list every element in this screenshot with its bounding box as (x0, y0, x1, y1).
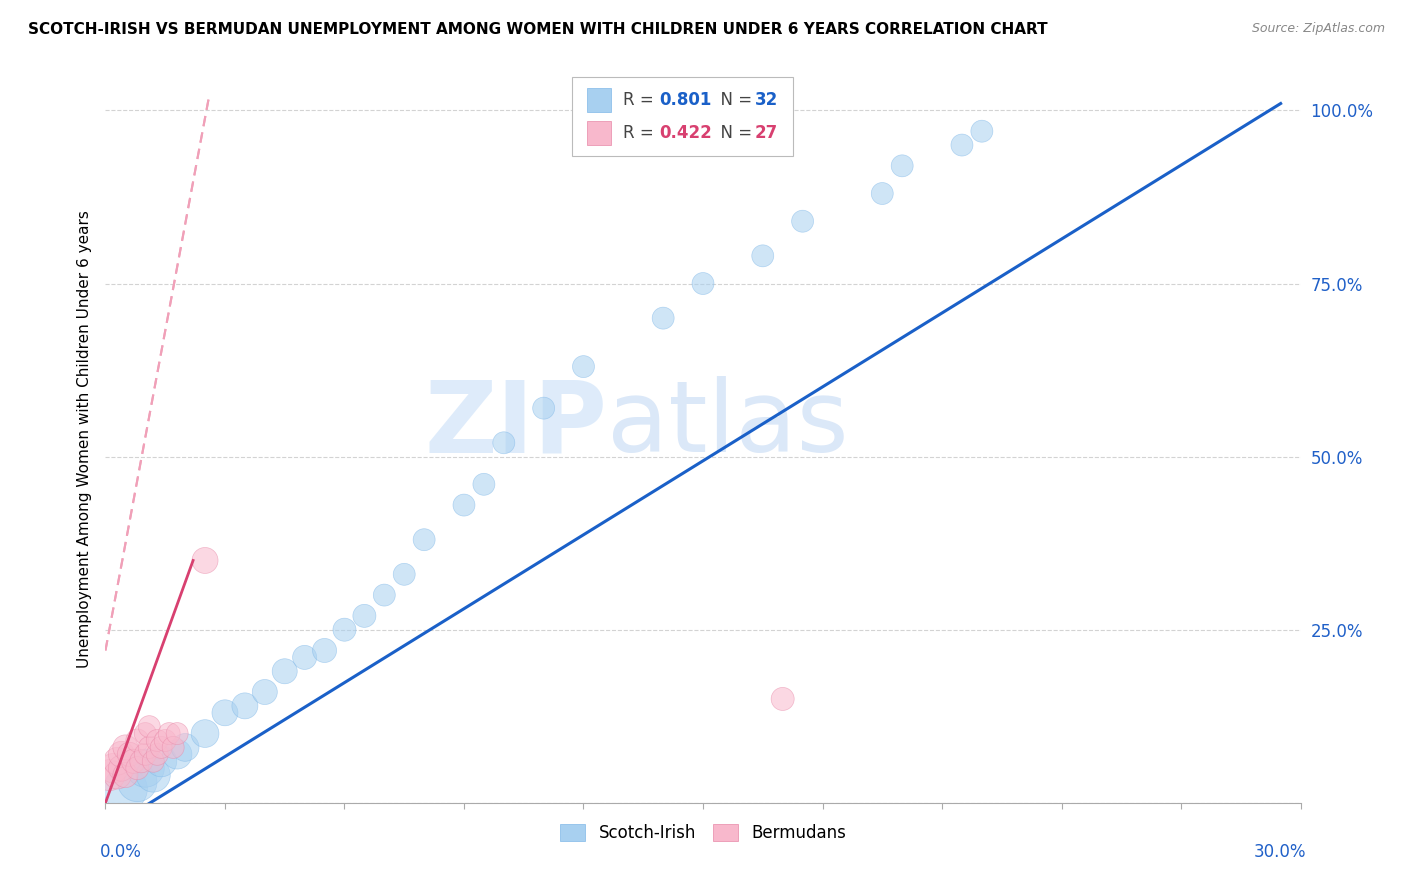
Point (233, 698, 256, 713)
Point (652, 311, 675, 326)
Point (127, 733, 149, 747)
Text: N =: N = (710, 124, 758, 142)
FancyBboxPatch shape (571, 78, 793, 156)
Point (142, 768, 165, 782)
FancyBboxPatch shape (588, 88, 612, 112)
Point (134, 761, 156, 775)
Text: 32: 32 (755, 91, 778, 109)
Point (174, 740, 197, 755)
Point (98, 768, 121, 782)
Point (572, 359, 595, 374)
Point (114, 740, 136, 755)
Point (138, 740, 160, 755)
FancyBboxPatch shape (588, 121, 612, 145)
Text: SCOTCH-IRISH VS BERMUDAN UNEMPLOYMENT AMONG WOMEN WITH CHILDREN UNDER 6 YEARS CO: SCOTCH-IRISH VS BERMUDAN UNEMPLOYMENT AM… (28, 22, 1047, 37)
Point (166, 747, 188, 762)
Point (792, 214, 814, 228)
Point (146, 747, 169, 762)
Point (453, 498, 475, 512)
Point (157, 726, 180, 740)
Point (127, 775, 149, 789)
Point (114, 768, 136, 782)
Point (150, 754, 173, 768)
Point (129, 754, 153, 768)
Text: N =: N = (710, 91, 758, 109)
Point (970, 124, 993, 138)
Point (122, 754, 145, 768)
Point (194, 726, 217, 740)
Point (314, 643, 336, 657)
Text: atlas: atlas (607, 376, 849, 474)
Point (107, 768, 129, 782)
Point (153, 733, 177, 747)
Point (413, 533, 436, 547)
Text: ZIP: ZIP (425, 376, 607, 474)
Text: 0.422: 0.422 (659, 124, 711, 142)
Text: R =: R = (623, 91, 659, 109)
Point (134, 726, 156, 740)
Point (214, 706, 236, 720)
Point (114, 781, 136, 796)
Point (373, 588, 395, 602)
Point (253, 685, 276, 699)
Point (891, 159, 914, 173)
Point (138, 720, 160, 734)
Text: 30.0%: 30.0% (1254, 843, 1306, 861)
Point (110, 747, 132, 762)
Text: 0.0%: 0.0% (100, 843, 142, 861)
Point (772, 692, 794, 706)
Point (194, 553, 217, 567)
Point (107, 754, 129, 768)
Point (353, 608, 375, 623)
Point (533, 401, 555, 416)
Point (472, 477, 495, 491)
Point (333, 623, 356, 637)
Point (273, 665, 295, 679)
Point (751, 249, 773, 263)
Point (872, 186, 894, 201)
Point (166, 726, 188, 740)
Point (134, 747, 156, 762)
Point (127, 761, 149, 775)
Point (950, 138, 973, 153)
Point (103, 761, 125, 775)
Point (142, 754, 165, 768)
Point (110, 761, 132, 775)
Point (146, 733, 169, 747)
Text: R =: R = (623, 124, 659, 142)
Point (150, 740, 173, 755)
Text: 0.801: 0.801 (659, 91, 711, 109)
Y-axis label: Unemployment Among Women with Children Under 6 years: Unemployment Among Women with Children U… (76, 211, 91, 668)
Point (392, 567, 416, 582)
Text: 27: 27 (755, 124, 778, 142)
Point (162, 740, 184, 755)
Point (692, 277, 714, 291)
Point (294, 650, 316, 665)
Point (118, 747, 141, 762)
Text: Source: ZipAtlas.com: Source: ZipAtlas.com (1251, 22, 1385, 36)
Point (492, 435, 515, 450)
Legend: Scotch-Irish, Bermudans: Scotch-Irish, Bermudans (554, 817, 852, 849)
